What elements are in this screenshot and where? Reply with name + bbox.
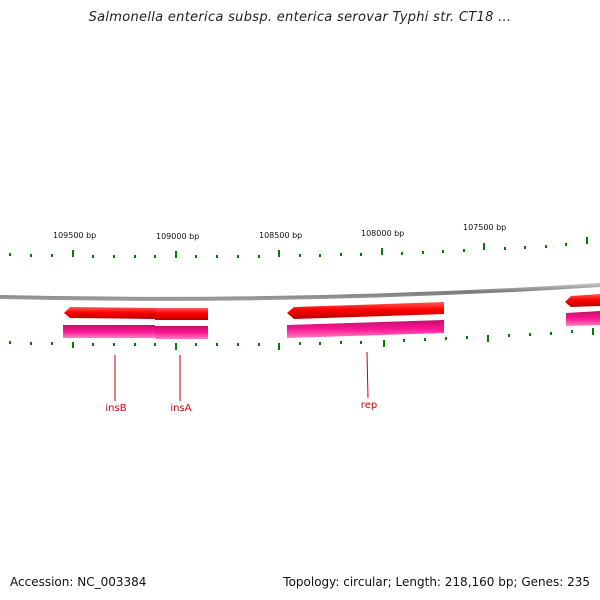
ruler-label: 109500 bp — [53, 231, 96, 240]
feature-insB-reverse[interactable] — [63, 325, 155, 338]
gene-label-insA[interactable]: insA — [170, 403, 191, 414]
inner-ticks — [9, 328, 594, 350]
ruler-label: 108000 bp — [361, 229, 404, 238]
gene-label-rep[interactable]: rep — [361, 400, 377, 411]
ruler-label: 107500 bp — [463, 223, 506, 232]
feature-edge-forward[interactable] — [565, 294, 600, 307]
feature-rep-forward[interactable] — [287, 302, 444, 319]
ruler-label: 108500 bp — [259, 231, 302, 240]
map-summary-text: Topology: circular; Length: 218,160 bp; … — [283, 575, 590, 589]
feature-insA-reverse[interactable] — [155, 326, 208, 339]
map-title: Salmonella enterica subsp. enterica sero… — [88, 10, 512, 25]
gene-label-insB[interactable]: insB — [105, 403, 126, 414]
feature-edge-reverse[interactable] — [566, 311, 600, 326]
ruler-label: 109000 bp — [156, 232, 199, 241]
gene-leader-rep — [366, 351, 369, 399]
forward-features — [64, 294, 600, 320]
outer-ticks — [9, 237, 588, 258]
plasmid-backbone — [0, 283, 600, 301]
feature-rep-reverse[interactable] — [287, 320, 444, 338]
accession-text: Accession: NC_003384 — [10, 575, 147, 589]
reverse-features — [63, 311, 600, 339]
feature-insA-forward[interactable] — [155, 308, 208, 320]
feature-insB-forward[interactable] — [64, 307, 155, 319]
